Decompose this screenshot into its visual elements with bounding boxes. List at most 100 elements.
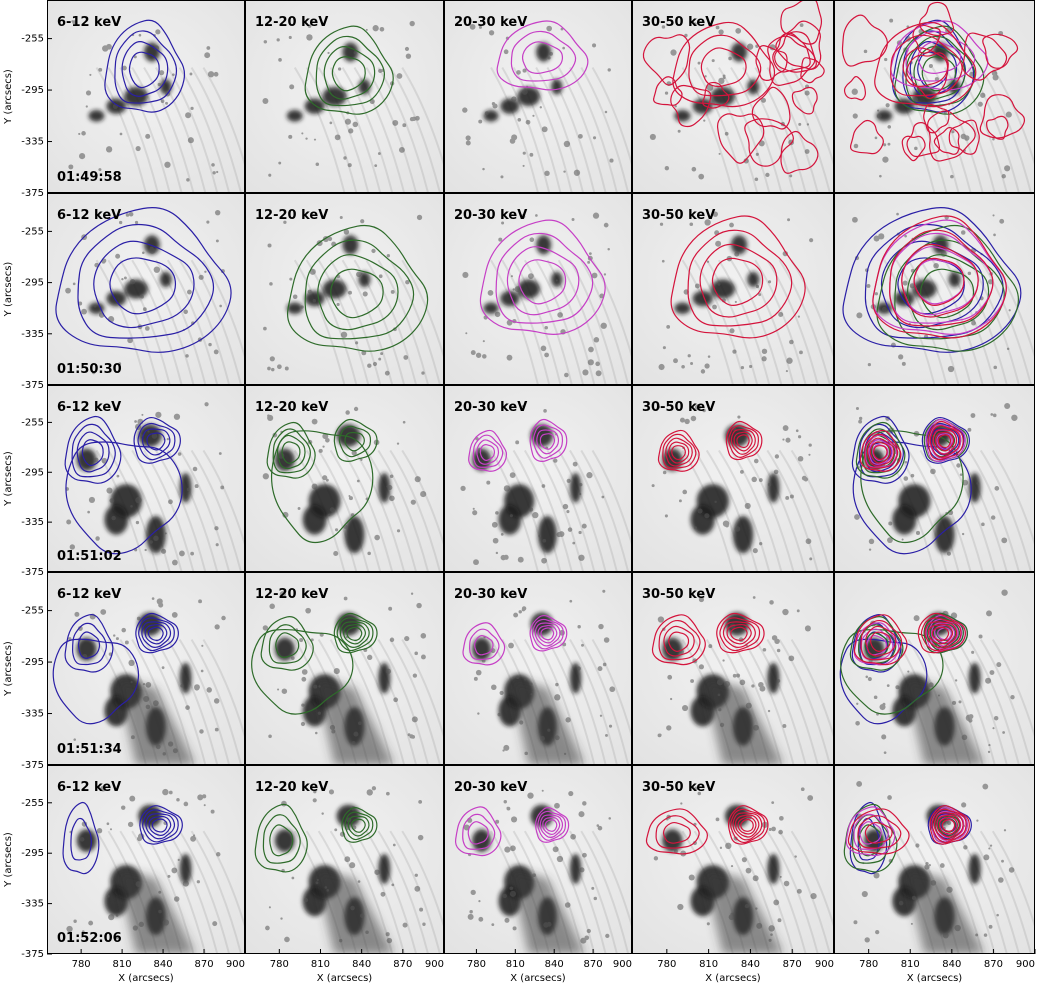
energy-label: 30-50 keV	[642, 400, 715, 415]
panel-frame	[834, 385, 1035, 572]
euv-dark-features	[88, 235, 172, 314]
energy-label: 20-30 keV	[454, 400, 527, 415]
blue-contour	[104, 19, 186, 113]
magenta-contour	[529, 418, 568, 462]
panel-r4-c5	[834, 572, 1035, 765]
green-contour	[275, 632, 300, 658]
magenta-contour	[521, 41, 564, 74]
red-contour	[670, 215, 806, 339]
panel-frame	[47, 193, 245, 385]
red-contour	[932, 428, 958, 455]
green-contour	[941, 818, 957, 833]
panel-r2-c3: 20-30 keV	[444, 193, 632, 385]
green-contour	[341, 807, 378, 843]
green-contour	[934, 811, 964, 841]
y-tick-label: -375	[21, 760, 44, 771]
panel-r5-c3: 20-30 keV	[444, 765, 632, 954]
x-tick-label: 870	[584, 959, 603, 970]
panel-frame	[245, 385, 444, 572]
magenta-contour	[495, 232, 594, 324]
red-contour	[849, 119, 884, 155]
red-contour	[665, 437, 693, 467]
x-tick-label: 900	[815, 959, 834, 970]
green-contour	[346, 626, 363, 641]
euv-plume	[702, 678, 784, 765]
magenta-contour	[928, 424, 962, 459]
magenta-contour	[474, 634, 494, 656]
blue-contour	[76, 431, 110, 473]
blue-contour	[81, 439, 104, 467]
red-contour	[800, 57, 825, 84]
red-contour	[923, 103, 950, 134]
panel-r1-c1: 6-12 keV 01:49:58	[47, 0, 245, 193]
red-contour	[668, 631, 690, 652]
green-contour	[260, 616, 314, 671]
green-contour	[315, 35, 385, 107]
panel-r2-c1: 6-12 keV 01:50:30	[47, 193, 245, 385]
red-contour	[962, 32, 1008, 81]
y-tick-label: -295	[21, 278, 44, 289]
x-tick-label: 780	[270, 959, 289, 970]
magenta-contour	[544, 819, 558, 832]
blue-contour	[142, 809, 179, 843]
x-tick-label: 780	[467, 959, 486, 970]
red-contour	[775, 20, 822, 70]
red-contour	[663, 625, 695, 657]
y-tick-label: -375	[21, 188, 44, 199]
blue-contour	[71, 423, 116, 478]
euv-dark-features	[876, 235, 961, 314]
panel-r5-c5	[834, 765, 1035, 954]
magenta-contour	[496, 20, 589, 91]
panel-frame	[245, 572, 444, 765]
green-contour	[262, 814, 301, 864]
magenta-contour	[539, 433, 556, 450]
magenta-contour	[537, 624, 558, 644]
time-label: 01:51:02	[57, 549, 122, 564]
magenta-contour	[537, 810, 567, 841]
red-contour	[982, 33, 1019, 69]
red-contour	[767, 35, 816, 86]
red-contour	[658, 619, 701, 661]
y-tick-label: -295	[21, 85, 44, 96]
magenta-contour	[925, 418, 966, 462]
red-contour	[906, 121, 941, 158]
blue-contour	[141, 621, 172, 648]
magenta-contour	[510, 30, 577, 82]
red-contour	[933, 126, 960, 155]
magenta-contour	[454, 806, 502, 857]
blue-contour	[145, 813, 176, 840]
x-axis-title: X (arcsecs)	[705, 973, 761, 984]
blue-contour	[114, 30, 178, 104]
blue-contour	[109, 257, 177, 315]
x-tick-label: 840	[352, 959, 371, 970]
red-contour	[716, 612, 765, 654]
euv-speckle	[651, 404, 813, 561]
y-tick-label: -375	[21, 567, 44, 578]
panel-r3-c2: 12-20 keV	[245, 385, 444, 572]
red-contour	[931, 808, 967, 844]
euv-speckle	[262, 20, 420, 177]
x-tick-label: 810	[506, 959, 525, 970]
blue-contour	[52, 638, 140, 725]
magenta-contour	[542, 816, 561, 835]
y-axis-title: Y (arcsecs)	[3, 451, 14, 507]
panel-frame	[632, 765, 834, 954]
x-axis-title: X (arcsecs)	[317, 973, 373, 984]
panel-frame	[834, 765, 1035, 954]
panel-frame	[444, 193, 632, 385]
magenta-contour	[536, 429, 560, 455]
blue-contour	[858, 423, 904, 478]
euv-plume	[904, 868, 985, 954]
red-contour	[933, 812, 964, 841]
green-contour	[860, 430, 964, 544]
energy-label: 30-50 keV	[642, 780, 715, 795]
red-contour	[699, 243, 778, 318]
green-contour	[266, 421, 316, 479]
energy-label: 12-20 keV	[255, 208, 328, 223]
red-contour	[711, 257, 764, 306]
red-contour	[866, 437, 895, 467]
magenta-contour	[866, 634, 887, 656]
red-contour	[700, 47, 747, 88]
red-contour	[725, 420, 763, 461]
green-contour	[907, 254, 990, 331]
